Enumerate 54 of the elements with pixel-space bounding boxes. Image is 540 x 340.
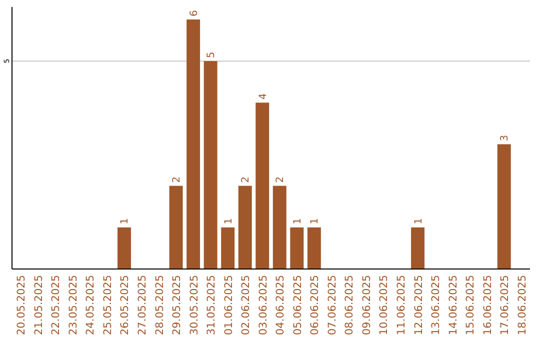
x-tick-label: 20.05.2025 xyxy=(16,275,28,336)
data-label: 1 xyxy=(310,218,321,224)
x-tick-label: 12.06.2025 xyxy=(412,275,425,336)
bar xyxy=(497,144,511,269)
x-tick-label: 07.06.2025 xyxy=(326,275,338,336)
data-label: 4 xyxy=(258,93,269,100)
x-tick-label: 26.05.2025 xyxy=(119,275,132,336)
x-tick-label: 11.06.2025 xyxy=(396,275,408,336)
x-tick-label: 21.05.2025 xyxy=(32,275,45,336)
data-label: 3 xyxy=(500,134,511,142)
x-tick-label: 01.06.2025 xyxy=(222,275,235,336)
x-tick-label: 10.06.2025 xyxy=(378,275,390,336)
x-tick-label: 23.05.2025 xyxy=(67,275,80,336)
x-tick-label: 25.05.2025 xyxy=(102,275,114,336)
data-label: 2 xyxy=(240,176,252,183)
x-tick-label: 27.05.2025 xyxy=(136,275,148,336)
data-label: 6 xyxy=(188,10,200,16)
x-tick-label: 30.05.2025 xyxy=(188,275,200,336)
x-tick-label: 16.06.2025 xyxy=(482,275,494,336)
data-label: 1 xyxy=(120,218,131,224)
x-tick-label: 31.05.2025 xyxy=(206,275,218,336)
bar xyxy=(186,19,200,269)
bar xyxy=(221,227,235,269)
bar xyxy=(411,227,424,269)
bar xyxy=(272,186,286,269)
x-tick-label: 05.06.2025 xyxy=(292,275,304,336)
x-tick-label: 06.06.2025 xyxy=(309,275,322,336)
data-label: 1 xyxy=(223,218,234,224)
x-tick-label: 08.06.2025 xyxy=(344,275,356,336)
x-tick-label: 15.06.2025 xyxy=(464,275,477,336)
x-tick-label: 17.06.2025 xyxy=(499,275,512,336)
x-tick-label: 18.06.2025 xyxy=(516,275,528,336)
data-label: 2 xyxy=(275,176,286,183)
x-tick-label: 02.06.2025 xyxy=(240,275,252,336)
x-tick-label: 09.06.2025 xyxy=(360,275,373,336)
bar xyxy=(118,227,131,269)
bar xyxy=(169,186,183,269)
bar xyxy=(204,61,218,269)
bar xyxy=(307,227,321,269)
x-tick-label: 14.06.2025 xyxy=(447,275,460,336)
bar xyxy=(290,227,304,269)
x-tick-label: 03.06.2025 xyxy=(257,275,270,336)
x-tick-label: 29.05.2025 xyxy=(171,275,184,336)
bar xyxy=(256,102,270,269)
x-tick-label: 04.06.2025 xyxy=(274,275,287,336)
x-tick-label: 13.06.2025 xyxy=(430,275,442,336)
x-tick-label: 24.05.2025 xyxy=(84,275,97,336)
bar xyxy=(238,186,252,269)
data-label: 5 xyxy=(206,52,218,58)
data-label: 1 xyxy=(292,218,304,224)
x-tick-label: 28.05.2025 xyxy=(154,275,166,336)
data-label: 1 xyxy=(413,218,424,224)
x-tick-label: 22.05.2025 xyxy=(50,275,62,336)
data-label: 2 xyxy=(172,176,183,183)
